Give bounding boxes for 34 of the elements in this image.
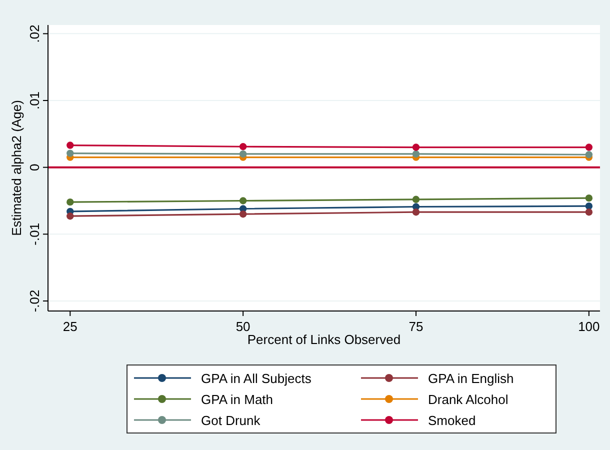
point (585, 194, 593, 202)
point (412, 208, 420, 216)
y-tick-label: 0 (27, 164, 42, 171)
point (66, 150, 74, 157)
legend-label: GPA in Math (201, 392, 274, 407)
point (585, 144, 593, 151)
y-tick-label: .02 (27, 24, 42, 43)
point (412, 150, 420, 158)
point (585, 151, 593, 158)
legend-label: Got Drunk (201, 413, 261, 428)
point (66, 198, 74, 206)
x-tick-label: 25 (62, 319, 78, 334)
point (412, 144, 420, 151)
x-tick-label: 100 (578, 319, 600, 334)
legend-label: GPA in English (428, 371, 514, 386)
point (66, 212, 74, 220)
point (239, 150, 247, 158)
point (66, 142, 74, 149)
x-tick-label: 50 (236, 319, 250, 334)
x-tick-label: 75 (408, 319, 424, 334)
point (239, 197, 247, 204)
y-axis-title: Estimated alpha2 (Age) (9, 100, 24, 236)
y-tick-label: .01 (27, 91, 42, 110)
point (585, 208, 593, 216)
point (585, 202, 593, 210)
point (239, 143, 247, 150)
legend-label: Drank Alcohol (428, 392, 508, 407)
y-tick-label: -.02 (27, 290, 42, 312)
y-tick-label: -.01 (27, 222, 42, 246)
point (239, 210, 247, 218)
point (412, 196, 420, 204)
legend-label: Smoked (428, 413, 476, 428)
x-axis-title: Percent of Links Observed (247, 332, 401, 347)
legend-label: GPA in All Subjects (201, 371, 312, 386)
